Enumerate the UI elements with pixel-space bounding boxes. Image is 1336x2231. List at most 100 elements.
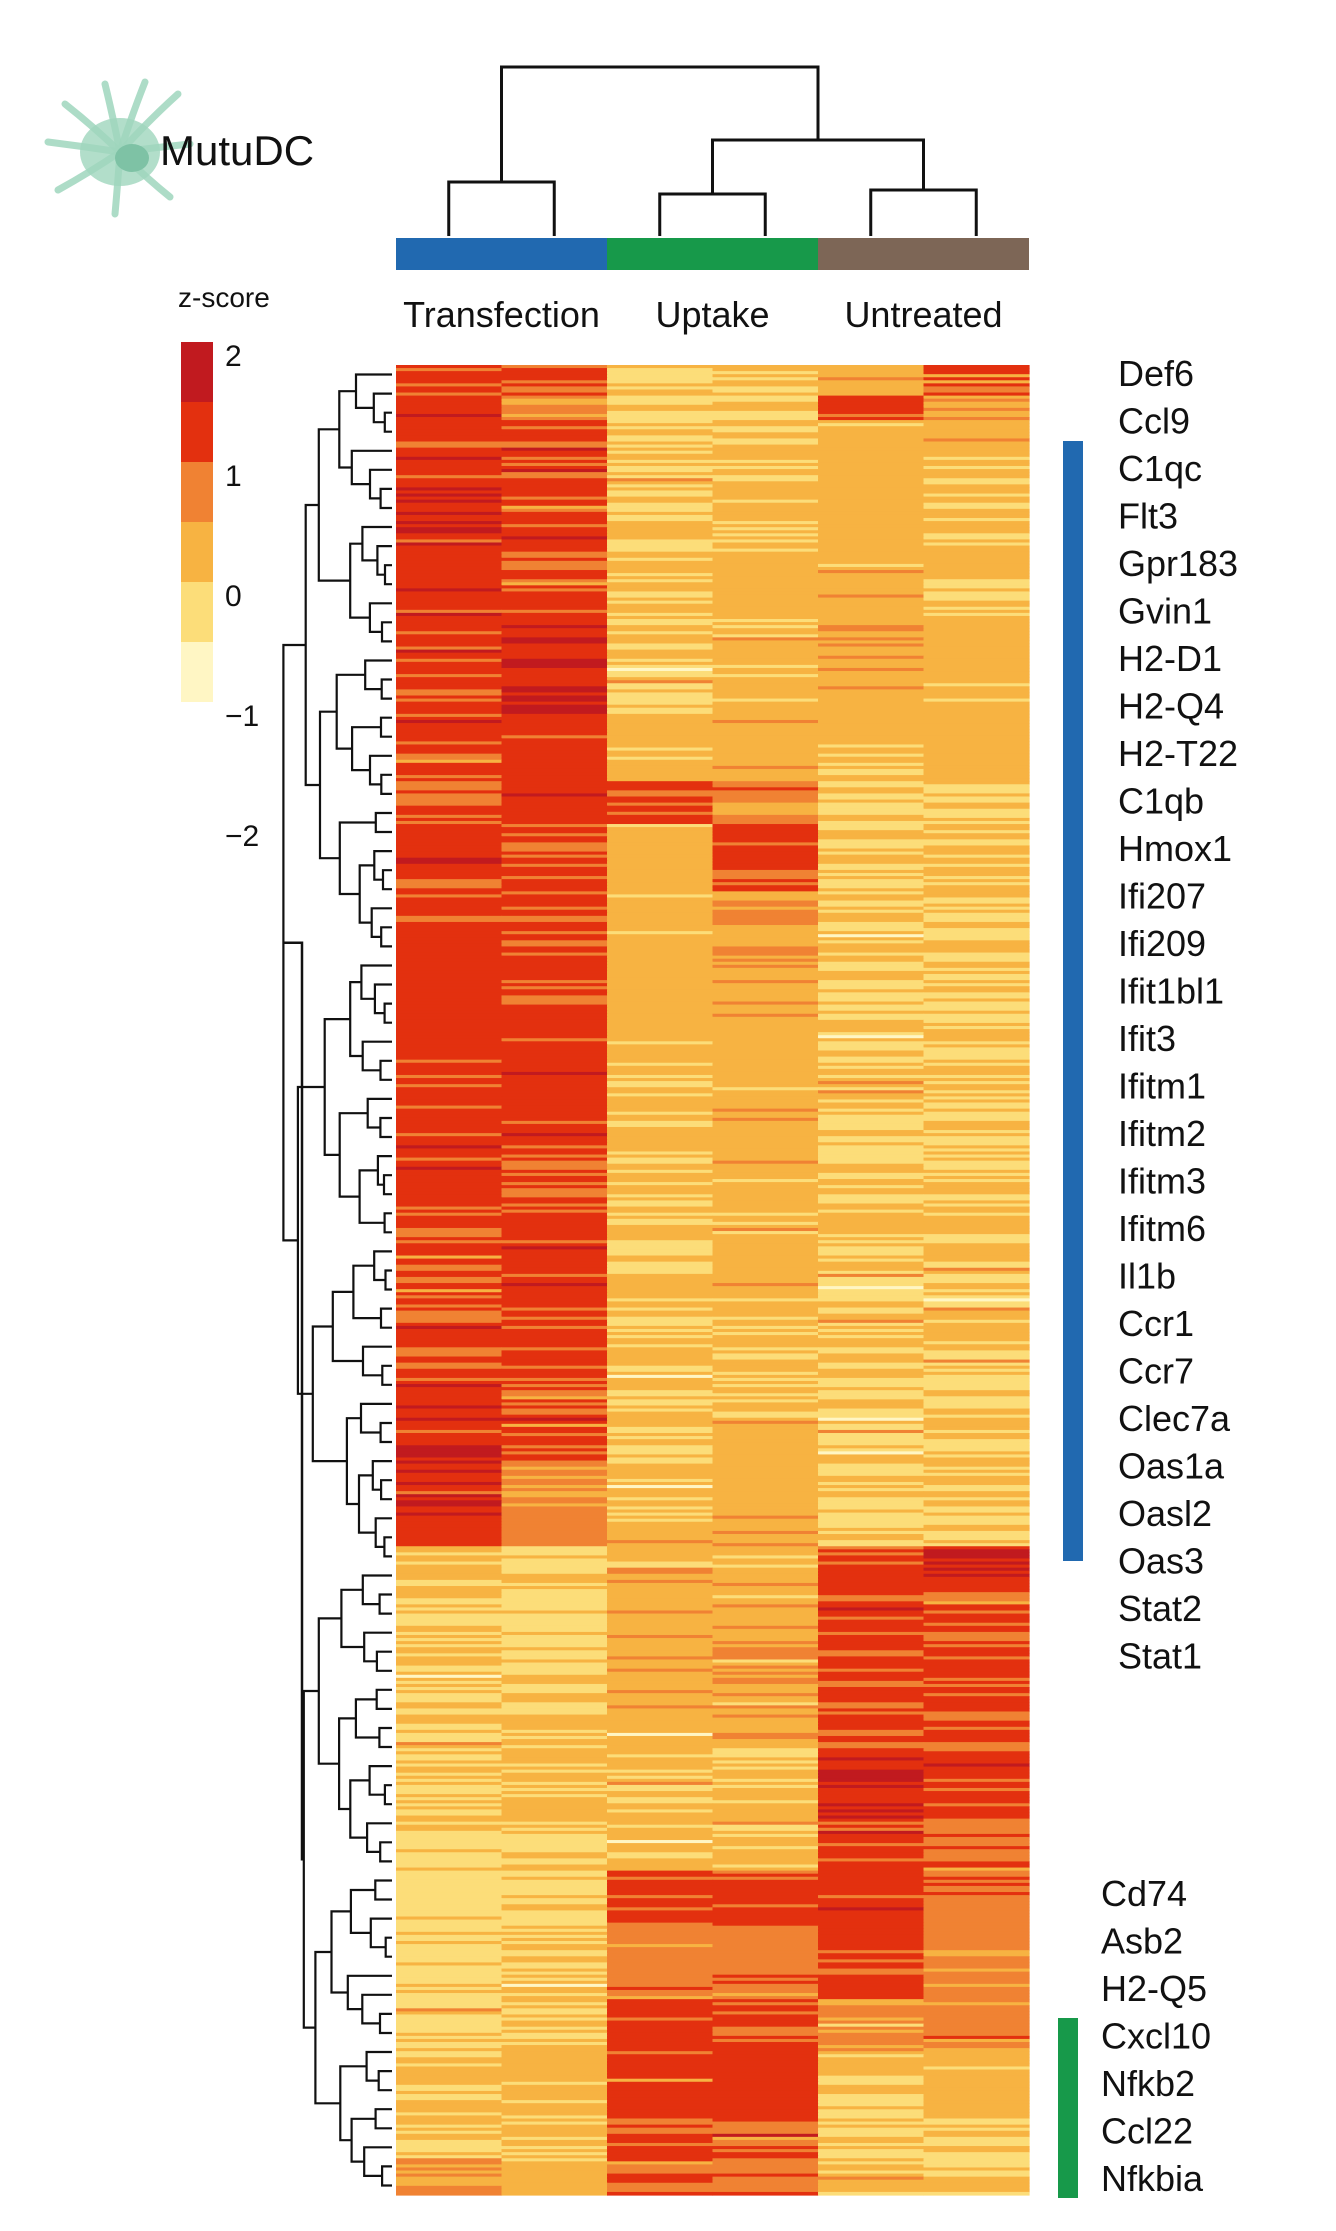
heat-cell bbox=[712, 1029, 819, 1033]
heat-cell bbox=[607, 1671, 714, 1676]
heat-cell bbox=[396, 1491, 503, 1495]
heat-cell bbox=[712, 1194, 819, 1198]
heat-cell bbox=[818, 2191, 925, 2196]
heat-cell bbox=[923, 383, 1030, 388]
heat-cell bbox=[607, 1142, 714, 1146]
heat-cell bbox=[607, 487, 714, 492]
heat-cell bbox=[818, 1405, 925, 1410]
heat-cell bbox=[818, 447, 925, 452]
heat-cell bbox=[396, 1341, 503, 1345]
heat-cell bbox=[923, 1332, 1030, 1336]
heat-cell bbox=[712, 469, 819, 473]
heat-cell bbox=[818, 1787, 925, 1792]
heat-cell bbox=[501, 876, 608, 880]
heat-cell bbox=[923, 1864, 1030, 1869]
heat-cell bbox=[501, 768, 608, 773]
heat-cell bbox=[923, 1237, 1030, 1241]
heat-cell bbox=[818, 1059, 925, 1064]
heat-cell bbox=[396, 1705, 503, 1710]
heat-cell bbox=[501, 2005, 608, 2009]
heat-cell bbox=[712, 1690, 819, 1694]
heat-cell bbox=[396, 1729, 503, 1734]
heat-cell bbox=[818, 747, 925, 752]
heat-cell bbox=[501, 674, 608, 678]
heat-cell bbox=[607, 2191, 714, 2196]
heat-cell bbox=[501, 664, 608, 669]
heat-cell bbox=[501, 1460, 608, 1465]
heat-cell bbox=[923, 2121, 1030, 2126]
heat-cell bbox=[923, 680, 1030, 684]
heat-cell bbox=[607, 1653, 714, 1657]
heat-cell bbox=[712, 1570, 819, 1575]
heat-cell bbox=[712, 1965, 819, 1970]
heat-cell bbox=[818, 1234, 925, 1238]
heat-cell bbox=[818, 811, 925, 816]
heat-cell bbox=[712, 1056, 819, 1061]
heat-cell bbox=[396, 1166, 503, 1171]
heat-cell bbox=[501, 1723, 608, 1728]
heat-cell bbox=[712, 1209, 819, 1214]
heat-cell bbox=[818, 615, 925, 620]
heat-cell bbox=[923, 469, 1030, 473]
heat-cell bbox=[923, 827, 1030, 831]
heat-cell bbox=[712, 1919, 819, 1924]
heat-cell bbox=[712, 921, 819, 926]
heat-cell bbox=[712, 1035, 819, 1039]
heat-cell bbox=[712, 2017, 819, 2022]
heat-cell bbox=[712, 1772, 819, 1777]
heat-cell bbox=[396, 1359, 503, 1364]
heat-cell bbox=[607, 2072, 714, 2077]
heat-cell bbox=[501, 401, 608, 406]
heat-cell bbox=[818, 860, 925, 865]
heat-cell bbox=[396, 566, 503, 571]
heat-cell bbox=[923, 1004, 1030, 1009]
heat-cell bbox=[607, 1815, 714, 1820]
heat-cell bbox=[396, 478, 503, 482]
heat-cell bbox=[396, 796, 503, 801]
heat-cell bbox=[818, 1561, 925, 1566]
heat-cell bbox=[818, 1732, 925, 1737]
heat-cell bbox=[501, 753, 608, 758]
heat-cell bbox=[396, 683, 503, 687]
legend-swatch-0 bbox=[181, 342, 213, 402]
heat-cell bbox=[712, 1812, 819, 1817]
heat-cell bbox=[501, 1053, 608, 1058]
heat-cell bbox=[923, 573, 1030, 577]
heat-cell bbox=[923, 1885, 1030, 1890]
heat-cell bbox=[712, 741, 819, 746]
row-branch bbox=[383, 1536, 392, 1558]
heat-cell bbox=[818, 1653, 925, 1657]
heat-cell bbox=[607, 444, 714, 449]
heat-cell bbox=[607, 1335, 714, 1339]
heat-cell bbox=[396, 2057, 503, 2061]
heat-cell bbox=[712, 1093, 819, 1097]
heat-cell bbox=[818, 1026, 925, 1030]
heat-cell bbox=[818, 1166, 925, 1171]
heat-cell bbox=[396, 413, 503, 418]
heat-cell bbox=[712, 1595, 819, 1599]
heat-cell bbox=[923, 570, 1030, 574]
heat-cell bbox=[923, 753, 1030, 758]
heat-cell bbox=[607, 2048, 714, 2052]
heat-cell bbox=[923, 793, 1030, 798]
heat-cell bbox=[501, 811, 608, 816]
heat-cell bbox=[396, 1812, 503, 1817]
heat-cell bbox=[607, 1417, 714, 1422]
heat-cell bbox=[607, 1818, 714, 1823]
heat-cell bbox=[607, 2094, 714, 2098]
row-branch bbox=[369, 1917, 392, 1949]
heat-cell bbox=[712, 888, 819, 892]
heat-cell bbox=[818, 1830, 925, 1835]
heat-cell bbox=[818, 1246, 925, 1250]
heat-cell bbox=[501, 1292, 608, 1296]
heat-cell bbox=[712, 1693, 819, 1697]
heat-cell bbox=[607, 2020, 714, 2025]
row-branch bbox=[378, 1726, 392, 1749]
heat-cell bbox=[818, 857, 925, 862]
heat-cell bbox=[396, 1916, 503, 1921]
heat-cell bbox=[501, 1812, 608, 1817]
heat-cell bbox=[712, 1442, 819, 1446]
heat-cell bbox=[607, 661, 714, 666]
heat-cell bbox=[818, 450, 925, 455]
heat-cell bbox=[396, 1292, 503, 1296]
